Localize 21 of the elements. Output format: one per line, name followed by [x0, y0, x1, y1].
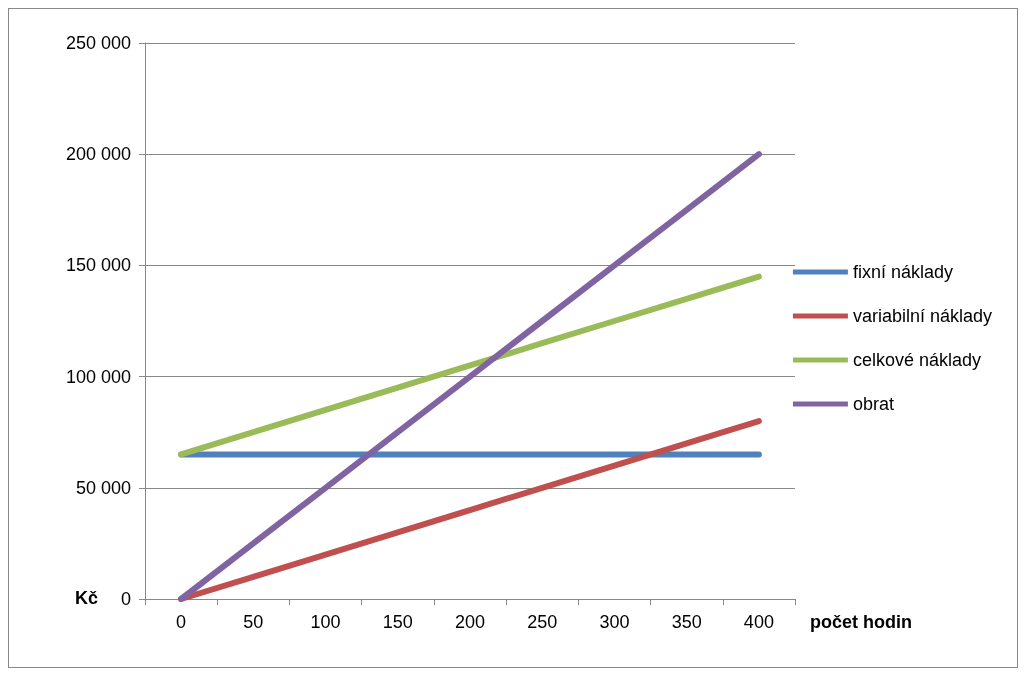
x-axis-title: počet hodin — [810, 612, 912, 632]
y-tick-label: 250 000 — [65, 33, 131, 53]
x-tick-label: 50 — [243, 612, 264, 632]
legend-label: variabilní náklady — [852, 306, 992, 326]
x-tick-label: 300 — [599, 612, 630, 632]
y-tick-label: 100 000 — [65, 366, 131, 387]
y-tick-label: 50 000 — [75, 477, 131, 498]
x-tick-label: 200 — [454, 612, 486, 632]
legend-label: fixní náklady — [852, 262, 953, 282]
x-tick-label: 150 — [382, 612, 413, 632]
legend-label: obrat — [852, 394, 894, 414]
y-axis-title: Kč — [75, 588, 99, 608]
x-tick-label: 250 — [527, 612, 558, 632]
y-tick-label: 0 — [120, 589, 131, 609]
x-tick-label: 400 — [743, 612, 774, 632]
y-tick-label: 200 000 — [65, 144, 131, 165]
y-tick-label: 150 000 — [65, 255, 131, 276]
x-tick-label: 350 — [671, 612, 702, 632]
x-tick-label: 0 — [176, 612, 187, 632]
x-tick-label: 100 — [310, 612, 341, 632]
legend-label: celkové náklady — [852, 350, 981, 370]
